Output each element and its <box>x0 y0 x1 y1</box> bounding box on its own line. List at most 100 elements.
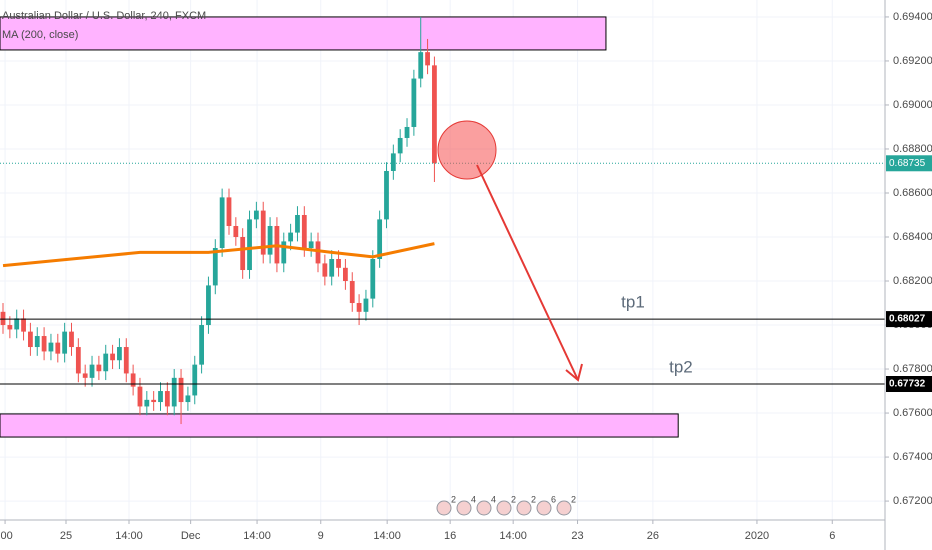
candle-body <box>69 331 74 348</box>
event-count: 2 <box>531 494 536 504</box>
y-tick-label: 0.67600 <box>893 407 932 419</box>
y-tick-label: 0.68600 <box>893 187 932 199</box>
event-count: 2 <box>511 494 516 504</box>
chart-title: Australian Dollar / U.S. Dollar, 240, FX… <box>2 10 206 22</box>
y-tick-label: 0.67800 <box>893 363 932 375</box>
candle-body <box>377 219 383 260</box>
price-axis <box>885 0 932 550</box>
candle-body <box>281 241 287 264</box>
last-price-label: 0.68735 <box>889 158 926 169</box>
candle-body <box>349 281 355 304</box>
x-tick-label: 16 <box>444 530 456 542</box>
x-tick-label: 26 <box>647 530 659 542</box>
last-price-badge <box>886 155 932 172</box>
candle-body <box>62 331 68 354</box>
candle-body <box>103 353 109 372</box>
x-tick-label: 2020 <box>745 530 769 542</box>
candle-body <box>110 353 115 361</box>
moving-average <box>2 242 435 268</box>
candle-body <box>117 347 122 361</box>
x-tick-label: :00 <box>0 530 13 542</box>
y-tick-label: 0.69400 <box>893 11 932 23</box>
candle-body <box>55 342 61 354</box>
zone <box>0 413 679 438</box>
x-tick-label: Dec <box>181 530 201 542</box>
x-tick-label: 14:00 <box>499 530 527 542</box>
candle-body <box>151 399 157 403</box>
candle-body <box>219 197 225 249</box>
y-tick-label: 0.68200 <box>893 275 932 287</box>
candle-body <box>82 373 88 378</box>
candle-body <box>418 52 424 79</box>
target-circle <box>437 120 497 180</box>
event-icon <box>436 500 452 516</box>
event-icon <box>456 500 472 516</box>
event-count: 4 <box>491 494 496 504</box>
candle-body <box>164 391 170 407</box>
candle-body <box>384 170 389 220</box>
event-count: 6 <box>551 494 556 504</box>
arrow <box>476 164 579 381</box>
candle-body <box>123 347 129 374</box>
level-name: tp1 <box>621 293 645 312</box>
candle-body <box>206 285 211 326</box>
candle-body <box>171 377 177 407</box>
candle-body <box>411 78 417 127</box>
x-tick-label: 25 <box>60 530 72 542</box>
candle-body <box>308 241 314 249</box>
level-badge-label: 0.67732 <box>889 379 926 390</box>
candle-body <box>185 395 191 403</box>
event-count: 2 <box>571 494 576 504</box>
candle-body <box>89 364 95 378</box>
event-count: 2 <box>451 494 456 504</box>
candle-body <box>226 197 232 227</box>
candle-body <box>267 226 273 255</box>
candle-body <box>260 210 266 255</box>
candle-body <box>363 298 369 312</box>
x-tick-label: 6 <box>829 530 835 542</box>
candle-body <box>253 210 259 220</box>
x-tick-label: 14:00 <box>243 530 271 542</box>
candle-body <box>212 248 218 286</box>
x-tick-label: 9 <box>318 530 324 542</box>
candle-body <box>343 267 348 282</box>
x-tick-label: 14:00 <box>115 530 143 542</box>
level-name: tp2 <box>669 357 693 376</box>
event-icon <box>536 500 552 516</box>
y-tick-label: 0.69000 <box>893 99 932 111</box>
event-icon <box>556 500 572 516</box>
arrow-head <box>565 363 583 382</box>
candle-body <box>432 65 437 164</box>
candle-body <box>178 377 184 403</box>
candle-body <box>397 137 403 154</box>
candle-body <box>41 336 47 352</box>
candle-body <box>370 259 376 299</box>
candle-body <box>144 399 150 407</box>
candle-body <box>28 331 33 348</box>
candle-body <box>425 52 430 66</box>
candle-body <box>295 214 300 233</box>
candle-body <box>247 219 252 271</box>
level-badge-label: 0.68027 <box>889 314 926 325</box>
level-badge <box>886 376 932 393</box>
y-tick-label: 0.68800 <box>893 143 932 155</box>
candle-body <box>34 336 40 348</box>
indicator-label: MA (200, close) <box>2 29 78 41</box>
event-icon <box>476 500 492 516</box>
y-tick-label: 0.67200 <box>893 495 932 507</box>
candle-body <box>390 153 396 171</box>
zone <box>0 16 607 51</box>
candle-body <box>0 311 6 326</box>
event-icon <box>516 500 532 516</box>
candle-body <box>158 391 163 403</box>
event-count: 4 <box>471 494 476 504</box>
candle-body <box>192 364 198 396</box>
candle-body <box>75 347 81 374</box>
candle-body <box>315 241 321 264</box>
y-tick-label: 0.69200 <box>893 55 932 67</box>
candle-body <box>21 318 26 332</box>
candle-body <box>336 259 341 268</box>
plot: tp1 tp2 2 4 4 2 2 6 2 <box>0 16 885 516</box>
candle-body <box>48 342 54 352</box>
